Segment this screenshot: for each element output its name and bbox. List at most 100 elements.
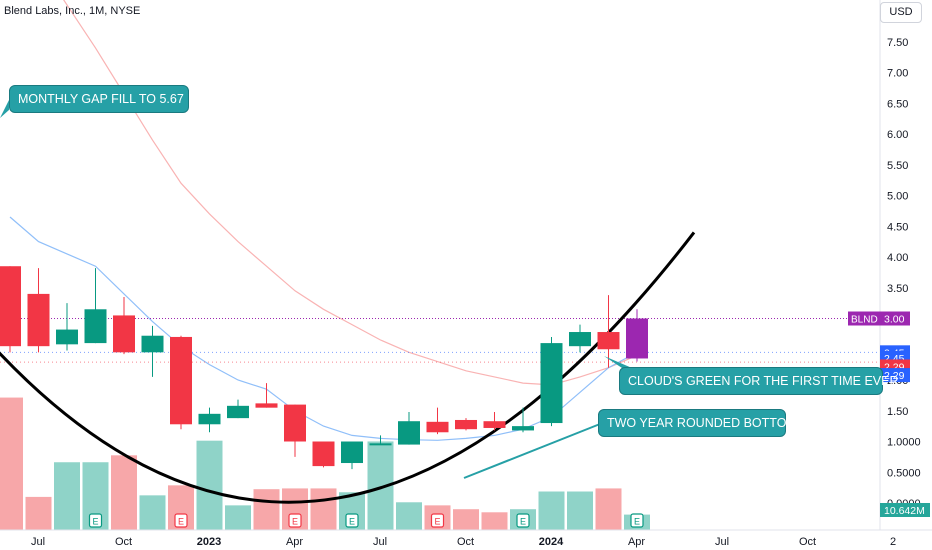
volume-bar	[396, 502, 422, 530]
price-label-value: 2.29	[884, 370, 905, 382]
rounded-bottom-curve	[0, 231, 696, 504]
y-tick-label: 6.50	[887, 98, 908, 110]
x-tick-label: Jul	[373, 536, 387, 548]
currency-button[interactable]: USD	[880, 2, 922, 23]
x-tick-label: Oct	[799, 536, 816, 548]
candle-body	[569, 332, 591, 347]
candle-body	[141, 335, 164, 353]
earnings-marker: E	[288, 513, 302, 528]
candle	[626, 309, 648, 362]
earnings-marker: E	[630, 513, 644, 528]
candle-body	[455, 419, 477, 430]
x-tick-label: 2023	[197, 536, 221, 548]
earnings-marker-box	[288, 513, 302, 528]
candle-body	[398, 421, 420, 445]
earnings-marker-label: E	[292, 517, 298, 527]
x-tick-label: Jul	[715, 536, 729, 548]
candle-body	[512, 426, 534, 431]
callout-gap-pointer	[0, 100, 9, 118]
y-tick-label: 5.00	[887, 191, 908, 203]
candle-body	[198, 413, 221, 425]
volume-label: 10.642M	[880, 503, 930, 517]
x-tick-label: Apr	[286, 536, 303, 548]
volume-bar	[111, 455, 137, 530]
y-tick-label: 3.50	[887, 283, 908, 295]
candle	[369, 435, 392, 446]
y-tick-label: 6.00	[887, 129, 908, 141]
y-tick-label: 4.50	[887, 221, 908, 233]
price-label: BLND 3.00	[848, 311, 910, 326]
candle	[512, 407, 534, 433]
earnings-marker-label: E	[178, 517, 184, 527]
callout-cloud-pointer	[604, 356, 632, 368]
time-axis[interactable]: Jul Oct 2023 Apr Jul Oct 2024 Apr Jul Oct 2	[31, 536, 896, 548]
earnings-marker-label: E	[349, 517, 355, 527]
price-label-symbol-box	[848, 311, 880, 326]
earnings-marker: E	[174, 513, 188, 528]
candle	[113, 296, 135, 355]
price-label: 2.29	[880, 368, 910, 383]
candle	[227, 399, 249, 419]
y-tick-label: 1.0000	[887, 437, 921, 449]
earnings-marker-label: E	[634, 517, 640, 527]
earnings-marker-label: E	[92, 517, 98, 527]
candle-body	[170, 336, 192, 425]
candle	[141, 325, 164, 377]
candle	[569, 324, 591, 353]
candle	[455, 418, 477, 431]
x-tick-label: Oct	[115, 536, 132, 548]
price-axis[interactable]: 7.50 7.00 6.50 6.00 5.50 5.00 4.50 4.00 3.50 3.00…	[887, 37, 921, 510]
volume-bar	[253, 489, 280, 530]
price-label-box	[880, 368, 910, 383]
candle-body	[284, 404, 306, 442]
candle	[540, 336, 563, 427]
candle-body	[341, 441, 363, 464]
callout-gap-fill[interactable]: MONTHLY GAP FILL TO 5.67	[9, 85, 189, 113]
volume-bar	[196, 440, 223, 530]
candle-body	[27, 293, 50, 347]
candle-body	[426, 421, 449, 433]
earnings-marker: E	[345, 513, 359, 528]
candle	[84, 268, 107, 344]
callout-rounded-bottom[interactable]: TWO YEAR ROUNDED BOTTOM	[598, 409, 797, 437]
volume-bar	[139, 495, 166, 530]
candle-body	[369, 443, 392, 446]
earnings-marker-box	[345, 513, 359, 528]
volume-label-box	[880, 503, 930, 517]
price-label-box	[880, 311, 910, 326]
y-tick-label: 7.00	[887, 68, 908, 80]
y-tick-label: 0.5000	[887, 467, 921, 479]
candle	[284, 404, 306, 457]
earnings-marker-box	[174, 513, 188, 528]
candle	[312, 441, 335, 468]
candle-body	[626, 318, 648, 359]
candles	[0, 266, 648, 470]
callout-pointers	[0, 100, 632, 479]
volume-label-value: 10.642M	[884, 505, 925, 517]
candle	[398, 411, 420, 445]
candle	[56, 303, 78, 351]
chart-title: Blend Labs, Inc., 1M, NYSE	[4, 5, 141, 17]
price-label-value: 3.00	[884, 314, 905, 326]
earnings-marker-box	[430, 513, 445, 528]
candle	[255, 383, 278, 408]
ema-fast-line	[9, 216, 638, 441]
volume-bar	[0, 397, 23, 530]
volume-bar	[567, 491, 593, 530]
candle-body	[0, 266, 21, 347]
indicator-lines	[0, 0, 880, 504]
candle-body	[483, 421, 506, 428]
candle-body	[113, 315, 135, 353]
candle-body	[597, 332, 620, 350]
candle-body	[540, 343, 563, 424]
x-tick-label: Jul	[31, 536, 45, 548]
y-tick-label: 7.50	[887, 37, 908, 49]
price-label-symbol: BLND	[851, 315, 878, 326]
candle	[483, 411, 506, 431]
callout-cloud[interactable]: CLOUD'S GREEN FOR THE FIRST TIME EVER	[619, 367, 898, 395]
earnings-marker-box	[516, 513, 530, 528]
volume-bar	[453, 509, 479, 530]
